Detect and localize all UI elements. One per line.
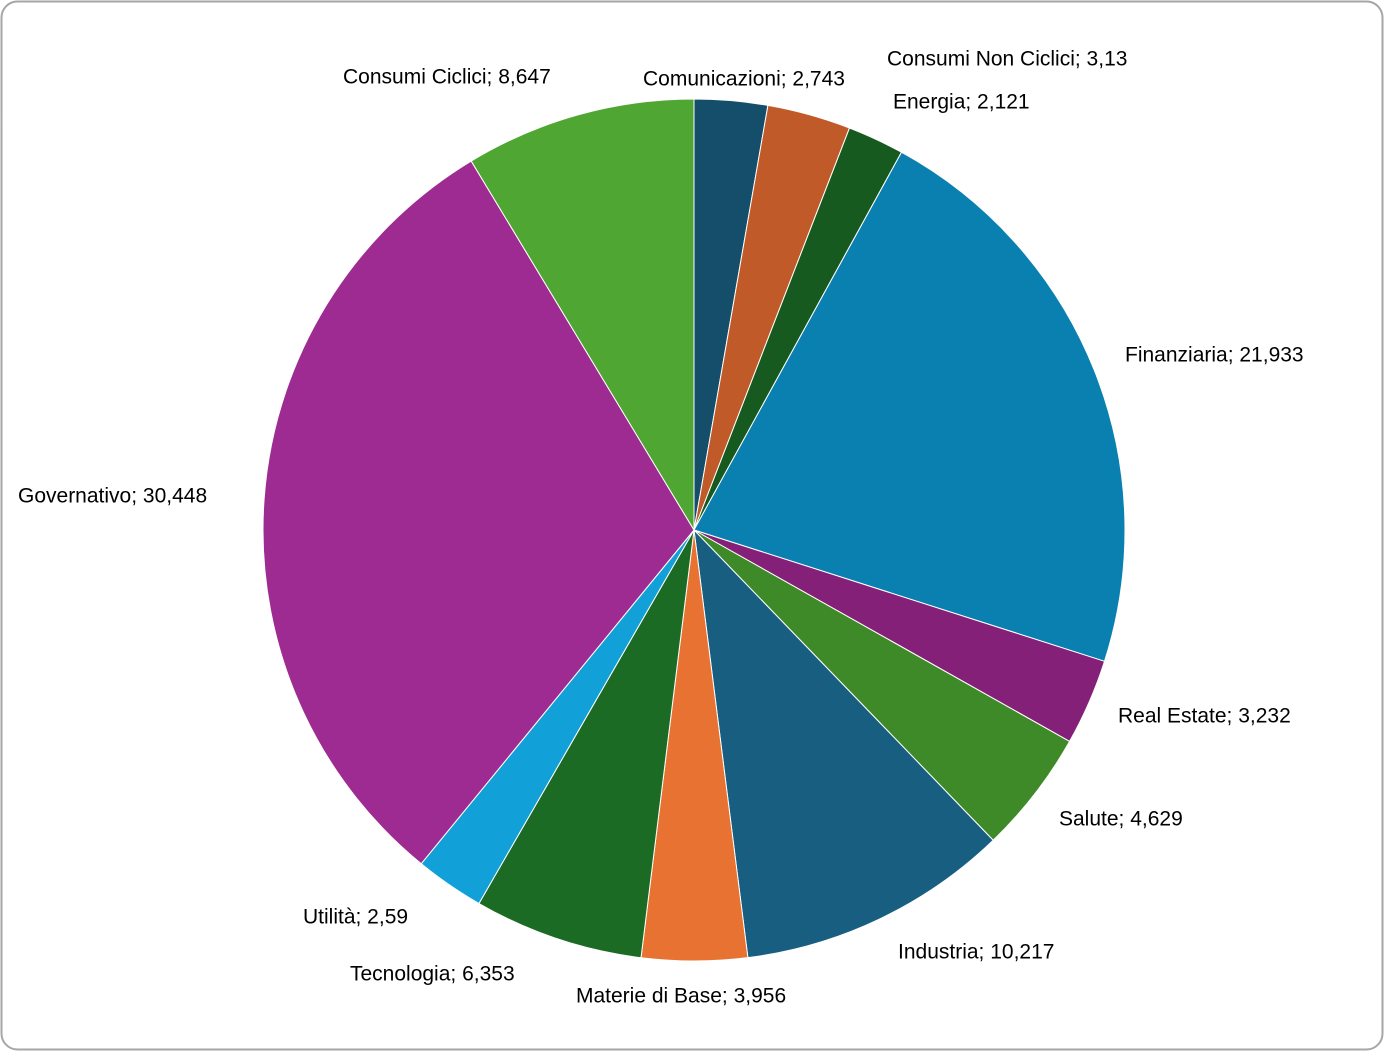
data-label: Real Estate; 3,232 [1118, 705, 1291, 728]
data-label: Comunicazioni; 2,743 [643, 68, 845, 91]
data-label: Utilità; 2,59 [303, 906, 408, 929]
pie-slice: Industria [693, 528, 994, 959]
pie-slice: Finanziaria [693, 151, 1126, 662]
pie-slice: Consumi Ciclici [470, 98, 695, 532]
data-label: Finanziaria; 21,933 [1125, 344, 1304, 367]
pie-slice: Governativo [262, 160, 695, 865]
data-label: Consumi Ciclici; 8,647 [343, 66, 551, 89]
data-label: Governativo; 30,448 [18, 485, 207, 508]
data-label: Energia; 2,121 [893, 91, 1030, 114]
data-label: Salute; 4,629 [1059, 808, 1183, 831]
data-label: Consumi Non Ciclici; 3,13 [887, 48, 1127, 71]
data-label: Industria; 10,217 [898, 941, 1054, 964]
data-label: Materie di Base; 3,956 [576, 985, 786, 1008]
pie-slice: Tecnologia [478, 529, 695, 959]
data-label: Tecnologia; 6,353 [350, 963, 515, 986]
